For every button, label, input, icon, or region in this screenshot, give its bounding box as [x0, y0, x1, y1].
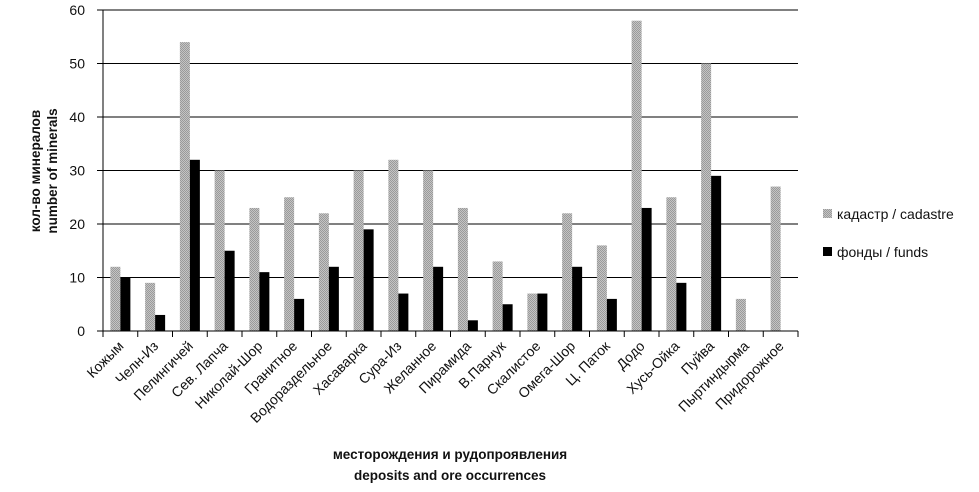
bar-funds — [711, 175, 722, 331]
y-tick-label: 60 — [69, 2, 85, 18]
legend-swatch-funds — [823, 247, 832, 256]
bar-cadastre — [318, 213, 329, 331]
y-tick-label: 20 — [69, 216, 85, 232]
y-tick-label: 0 — [77, 323, 85, 339]
bar-cadastre — [492, 261, 503, 331]
bar-cadastre — [596, 245, 607, 331]
legend: кадастр / cadastre фонды / funds — [823, 206, 954, 260]
y-tick-labels: 0 10 20 30 40 50 60 — [69, 2, 85, 339]
x-axis-title-line2: deposits and ore occurrences — [354, 468, 546, 483]
bar-funds — [676, 282, 687, 331]
y-axis-title-line2: number of minerals — [45, 108, 60, 233]
bar-cadastre — [249, 207, 260, 331]
bar-funds — [398, 293, 409, 331]
bar-cadastre — [701, 63, 712, 331]
bar-cadastre — [735, 298, 746, 331]
x-axis-title-line1: месторождения и рудопроявления — [333, 447, 567, 462]
bar-cadastre — [284, 197, 295, 331]
bar-funds — [433, 266, 444, 331]
y-tick-label: 10 — [69, 270, 85, 286]
bar-cadastre — [666, 197, 677, 331]
bar-cadastre — [388, 159, 399, 331]
bar-funds — [467, 320, 478, 331]
bar-funds — [537, 293, 548, 331]
y-tick-label: 40 — [69, 109, 85, 125]
bar-funds — [259, 272, 270, 331]
bar-funds — [224, 250, 235, 331]
bars — [110, 20, 781, 331]
y-tick-label: 50 — [69, 56, 85, 72]
bar-cadastre — [145, 282, 156, 331]
bar-funds — [502, 304, 513, 331]
bar-cadastre — [527, 293, 538, 331]
bar-cadastre — [562, 213, 573, 331]
axes — [97, 9, 799, 337]
legend-label-funds: фонды / funds — [837, 244, 928, 260]
bar-funds — [572, 266, 583, 331]
bar-cadastre — [423, 170, 434, 331]
gridlines — [103, 9, 798, 278]
bar-cadastre — [770, 186, 781, 331]
y-tick-label: 30 — [69, 163, 85, 179]
legend-label-cadastre: кадастр / cadastre — [837, 206, 954, 222]
bar-funds — [363, 229, 374, 331]
bar-funds — [606, 298, 617, 331]
bar-funds — [120, 277, 131, 331]
legend-swatch-cadastre — [823, 209, 832, 218]
bar-funds — [189, 159, 200, 331]
bar-funds — [328, 266, 339, 331]
bar-cadastre — [179, 42, 190, 331]
bar-cadastre — [353, 170, 364, 331]
bar-cadastre — [214, 170, 225, 331]
y-axis-title-line1: кол-во минералов — [28, 110, 43, 232]
bar-cadastre — [631, 20, 642, 331]
bar-cadastre — [457, 207, 468, 331]
bar-funds — [294, 298, 305, 331]
bar-funds — [155, 314, 166, 331]
bar-funds — [641, 207, 652, 331]
bar-cadastre — [110, 266, 121, 331]
